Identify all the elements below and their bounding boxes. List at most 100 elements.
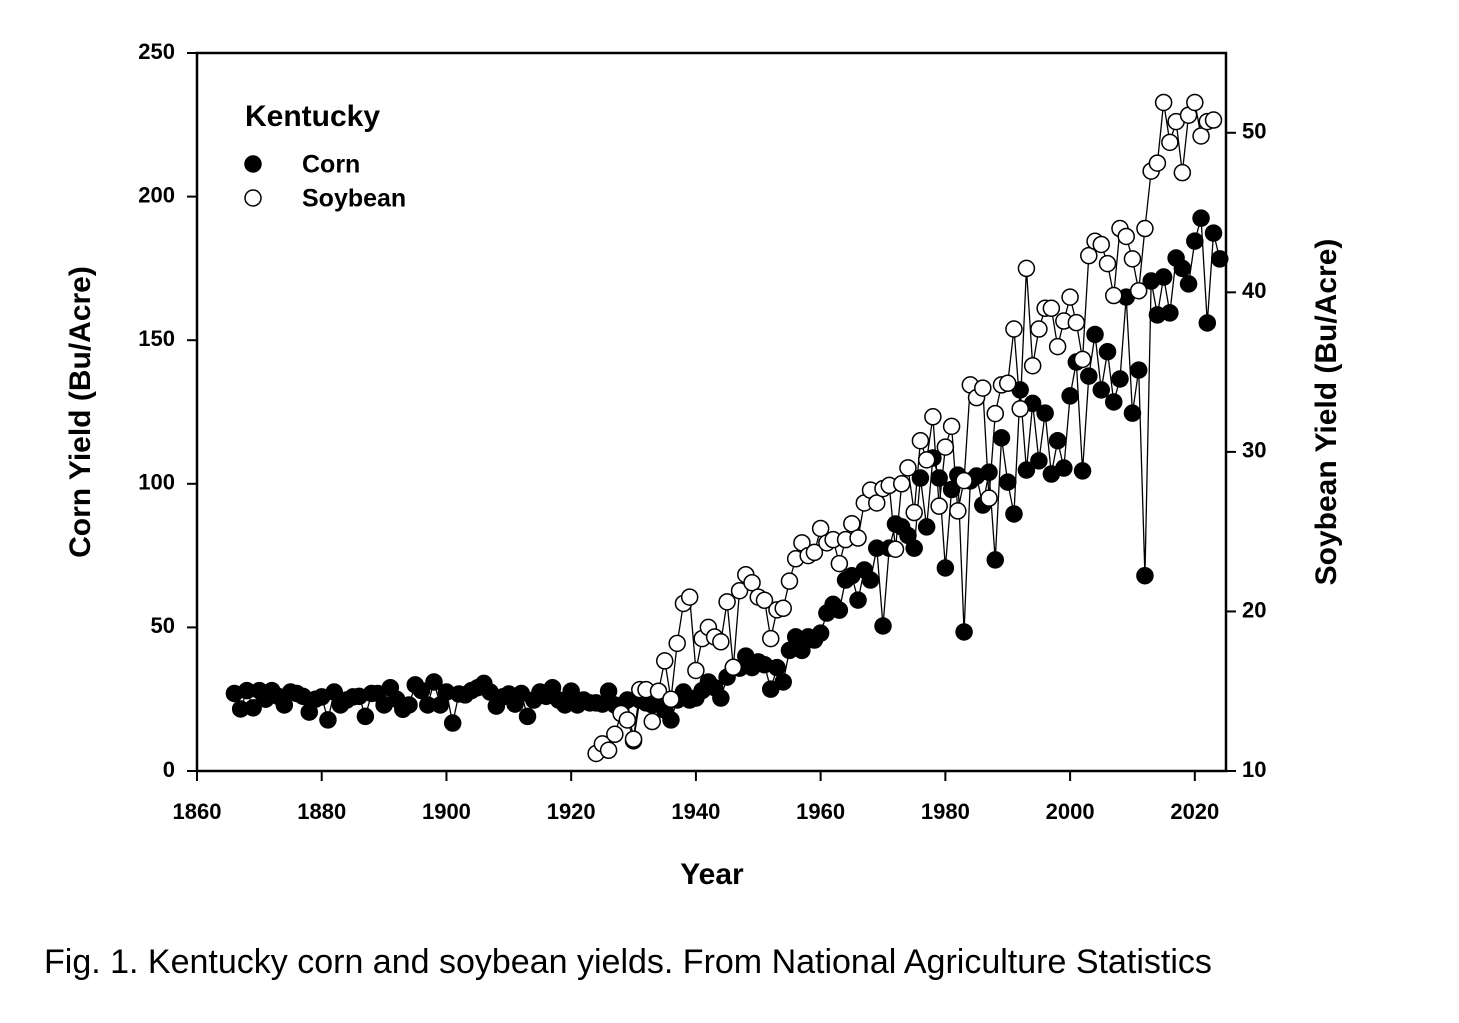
data-point [755, 591, 774, 610]
x-tick-label: 1880 [297, 799, 346, 824]
data-point [1061, 288, 1079, 306]
data-point [1111, 370, 1129, 388]
data-point [768, 658, 786, 677]
legend-label: Soybean [302, 185, 406, 213]
data-point [886, 540, 905, 558]
data-point [849, 591, 867, 609]
data-point [998, 473, 1017, 491]
series-line [595, 100, 1214, 754]
data-point [942, 480, 961, 499]
data-point [1198, 314, 1217, 332]
data-point [1186, 232, 1204, 250]
data-point [1017, 259, 1036, 278]
data-point [1129, 361, 1148, 379]
data-point [892, 475, 911, 493]
data-point [1005, 320, 1023, 338]
data-point [1042, 299, 1061, 318]
data-point [1098, 254, 1117, 273]
y-tick-label: 200 [138, 182, 175, 207]
y-tick-label: 100 [138, 470, 175, 495]
data-point [624, 730, 643, 748]
data-point [724, 658, 743, 677]
data-point [412, 681, 431, 700]
data-point [687, 661, 705, 680]
data-point [905, 539, 923, 557]
data-point [1173, 163, 1192, 182]
data-point [1161, 304, 1179, 322]
data-point [1098, 342, 1117, 361]
data-point [980, 489, 998, 507]
data-point [930, 497, 948, 515]
y-tick-label: 0 [163, 757, 175, 782]
data-point [1161, 133, 1179, 152]
data-point [1092, 381, 1111, 399]
data-point [655, 652, 674, 670]
data-point [1104, 286, 1123, 305]
data-point [905, 503, 923, 522]
data-point [955, 471, 973, 490]
data-point [668, 634, 686, 653]
data-point [917, 518, 936, 536]
data-point [780, 572, 799, 590]
data-point [618, 711, 637, 729]
data-point [1117, 227, 1135, 246]
data-point [1030, 320, 1048, 338]
data-point [1073, 462, 1092, 480]
y2-tick-label: 40 [1242, 278, 1266, 303]
data-point [1005, 505, 1023, 523]
data-point [1104, 393, 1123, 411]
data-point [830, 554, 849, 573]
data-point [849, 529, 867, 547]
data-point [1136, 219, 1154, 238]
y-tick-label: 50 [151, 613, 175, 638]
data-point [1129, 281, 1148, 300]
plot-frame [195, 51, 1228, 773]
data-point [924, 408, 942, 426]
data-point [244, 699, 262, 717]
data-point [599, 741, 618, 760]
data-point [974, 379, 992, 397]
legend-title: Kentucky [245, 100, 380, 133]
data-point [356, 707, 375, 726]
data-point [811, 519, 830, 538]
data-point [518, 707, 537, 726]
data-point [319, 711, 337, 729]
data-point [942, 417, 961, 436]
x-tick-label: 1960 [796, 799, 845, 824]
data-point [874, 617, 892, 635]
y-axis-label: Corn Yield (Bu/Acre) [64, 266, 97, 558]
data-point [936, 438, 955, 456]
data-point [1061, 387, 1079, 405]
data-point [1186, 93, 1204, 112]
data-point [1055, 459, 1073, 477]
data-point [1036, 404, 1054, 422]
data-point [1011, 400, 1029, 418]
data-point [1173, 259, 1192, 278]
x-tick-label: 1940 [671, 799, 720, 824]
legend-marker [244, 155, 262, 173]
x-tick-label: 2000 [1046, 799, 1095, 824]
data-point [911, 431, 930, 450]
data-point [1067, 313, 1086, 332]
data-point [643, 712, 662, 731]
data-point [986, 551, 1005, 569]
data-point [718, 593, 736, 611]
y-tick-label: 250 [138, 39, 175, 64]
data-point [1179, 275, 1198, 293]
data-point [1123, 404, 1142, 422]
x-tick-label: 2020 [1170, 799, 1219, 824]
x-tick-label: 1900 [422, 799, 471, 824]
data-point [1154, 268, 1173, 286]
data-point [649, 682, 668, 700]
data-point [712, 633, 730, 651]
data-point [949, 502, 967, 520]
data-point [1073, 350, 1092, 369]
data-point [1123, 250, 1142, 268]
data-point [774, 673, 792, 691]
data-point [980, 463, 998, 482]
data-point [917, 451, 936, 469]
x-axis-label: Year [680, 858, 744, 891]
data-point [606, 725, 624, 744]
